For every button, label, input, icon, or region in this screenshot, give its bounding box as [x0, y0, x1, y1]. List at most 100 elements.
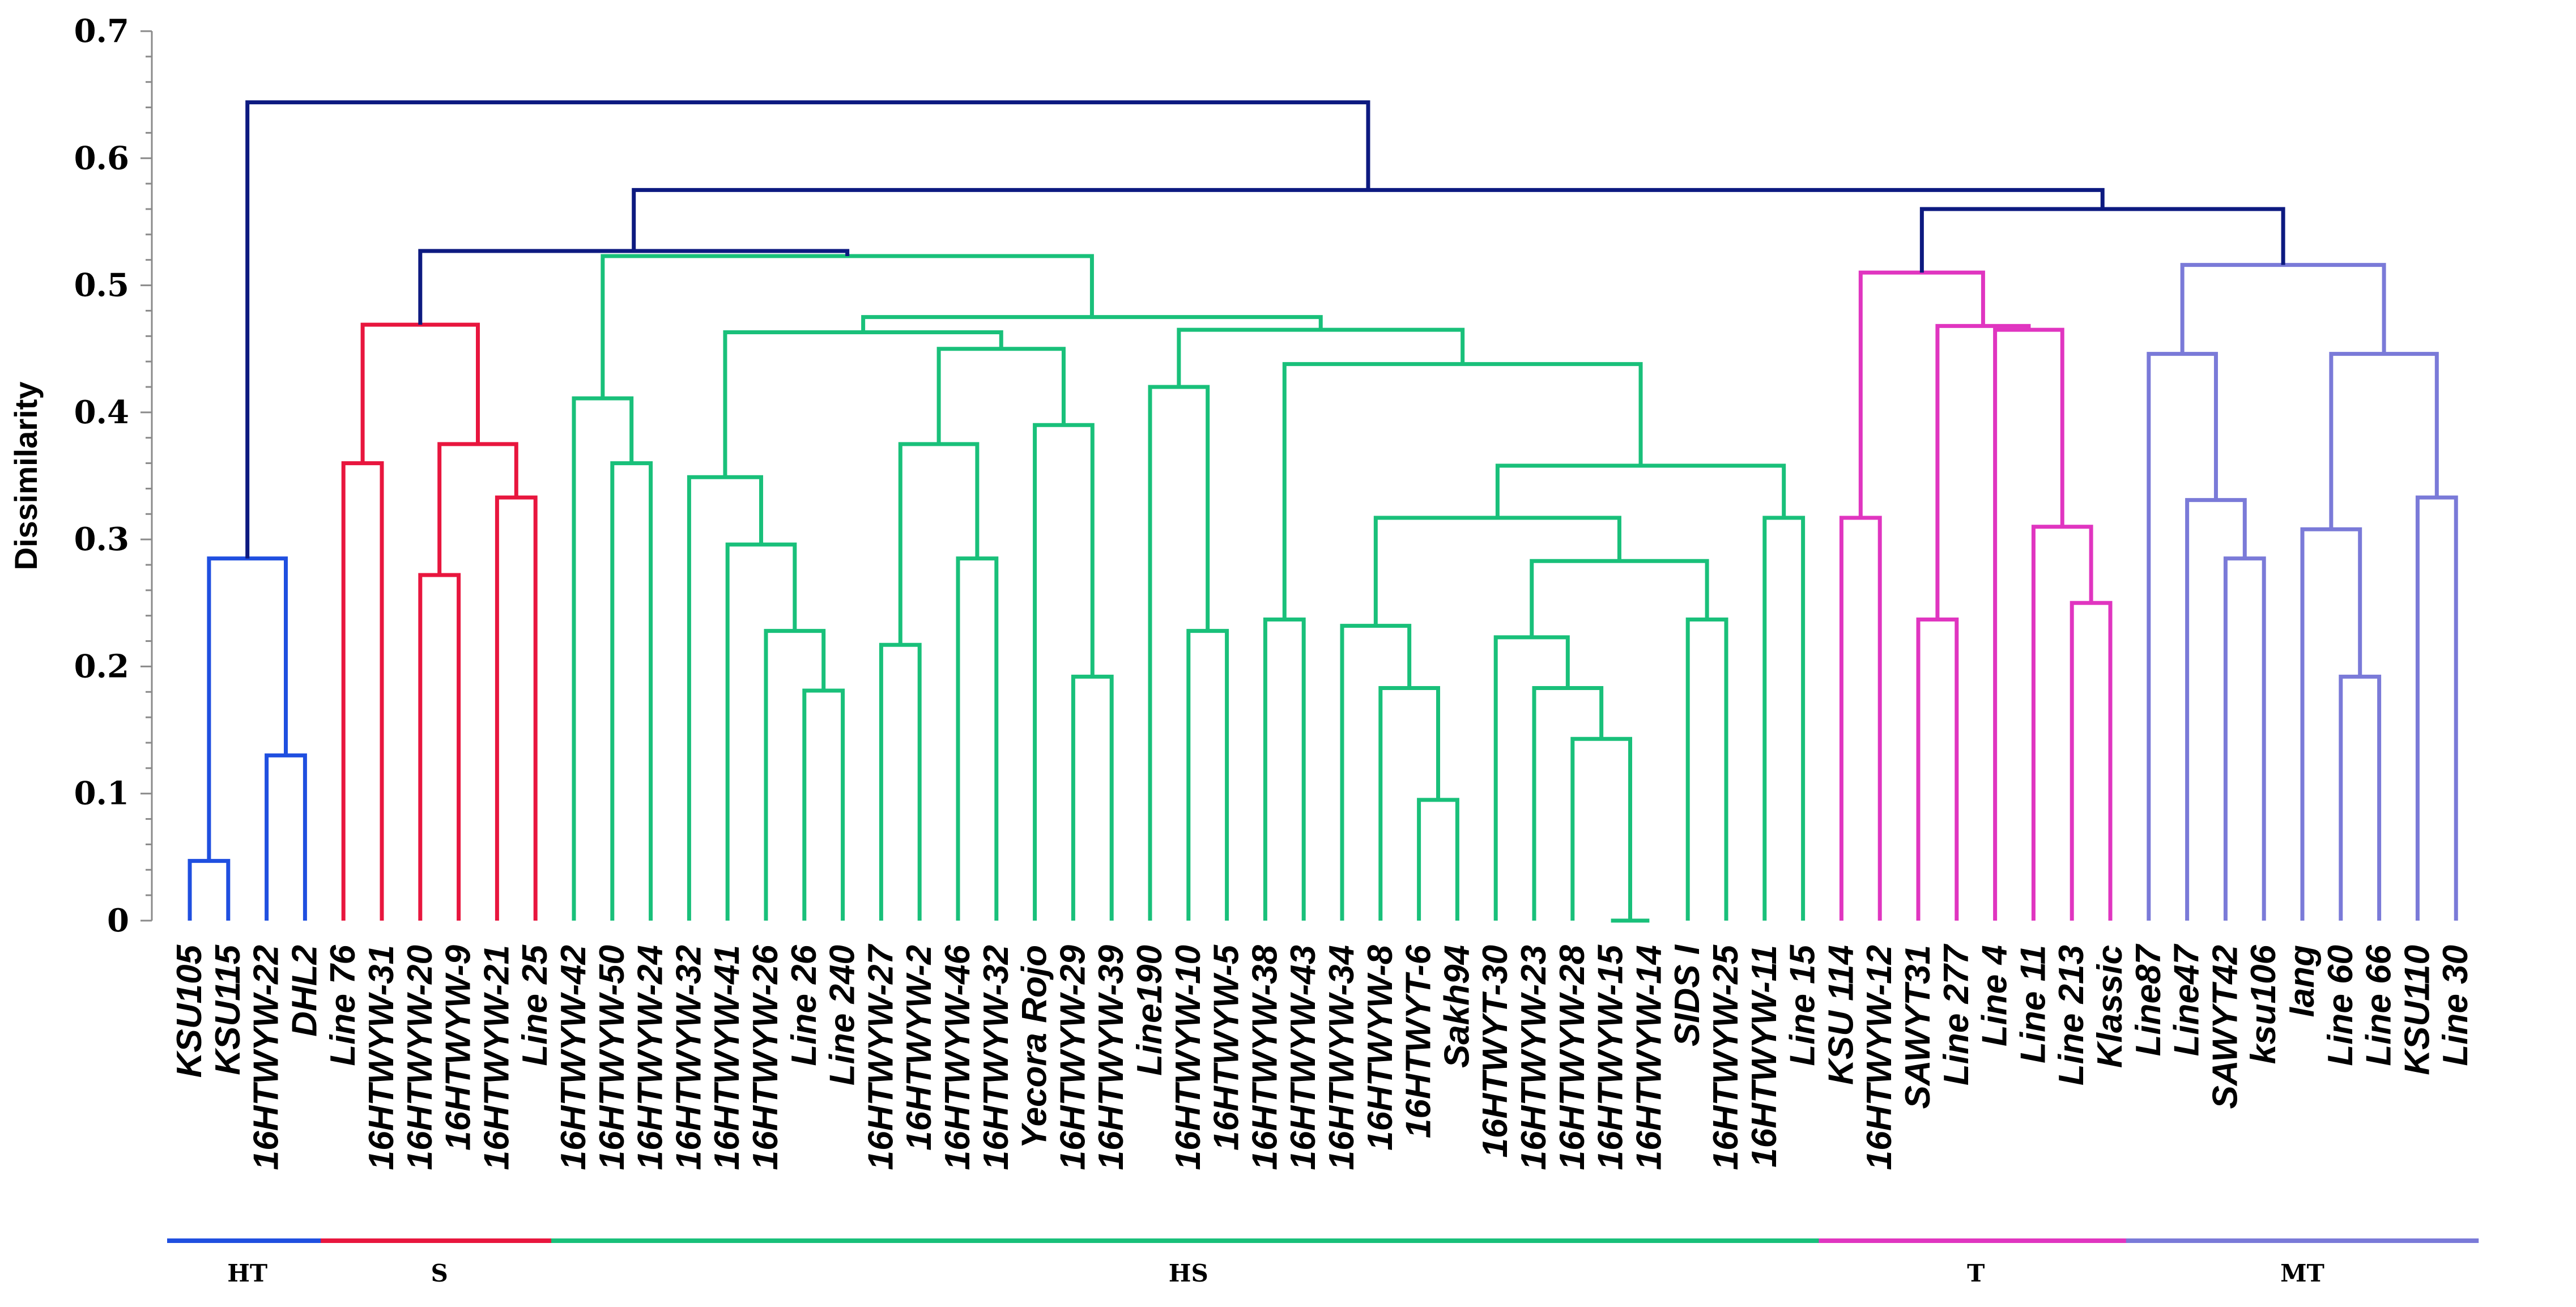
- y-tick-label: 0.4: [74, 394, 129, 431]
- leaf-label: 16HTWYW-10: [1169, 945, 1208, 1170]
- dendrogram-link: [1071, 674, 1114, 921]
- leaf-label: 16HTWYW-46: [938, 944, 977, 1170]
- leaf-label: KSU 114: [1821, 945, 1860, 1085]
- dendrogram-link: [956, 556, 999, 921]
- leaf-label: Line 30: [2436, 945, 2475, 1066]
- group-label: S: [431, 1259, 448, 1287]
- leaf-label: SIDS I: [1668, 944, 1707, 1046]
- leaf-label: 16HTWYW-8: [1361, 944, 1400, 1150]
- group-label: MT: [2280, 1259, 2324, 1287]
- leaf-label: DHL2: [285, 945, 324, 1037]
- dendrogram-link: [2180, 263, 2386, 354]
- dendrogram-link: [632, 188, 2105, 252]
- dendrogram-link: [898, 442, 980, 645]
- dendrogram-link: [1935, 323, 2031, 620]
- leaf-label: 16HTWYW-14: [1629, 945, 1668, 1170]
- leaf-label: Line 4: [1975, 945, 2015, 1046]
- leaf-label: 16HTWYW-22: [247, 945, 286, 1170]
- dendrogram-link: [879, 642, 922, 921]
- dendrogram-link: [1570, 736, 1632, 921]
- dendrogram-link: [572, 396, 634, 921]
- dendrogram-link: [2031, 525, 2093, 921]
- dendrogram-link: [2300, 527, 2362, 921]
- leaf-label: 16HTWYW-38: [1245, 944, 1284, 1170]
- leaf-label: 16HTWYW-42: [554, 945, 593, 1170]
- dendrogram-link: [207, 556, 288, 861]
- y-axis-title: Dissimilarity: [8, 381, 44, 570]
- leaf-label: 16HTWYT-6: [1399, 944, 1438, 1138]
- dendrogram-links: [188, 100, 2458, 923]
- y-tick-label: 0.5: [74, 267, 129, 304]
- leaf-label: KSU115: [208, 944, 248, 1075]
- leaf-label: Line 66: [2360, 944, 2399, 1066]
- leaf-label: Line190: [1130, 945, 1169, 1076]
- dendrogram-link: [1839, 516, 1882, 921]
- dendrogram-link: [610, 461, 653, 921]
- dendrogram-link: [764, 629, 826, 921]
- leaf-label: 16HTWYW-28: [1553, 944, 1592, 1170]
- y-tick-label: 0.6: [74, 139, 129, 177]
- leaf-label: 16HTWYW-43: [1284, 945, 1323, 1170]
- dendrogram-link: [723, 330, 1003, 478]
- dendrogram-link: [1417, 798, 1459, 921]
- dendrogram-link: [1148, 385, 1210, 921]
- y-tick-label: 0.3: [74, 521, 129, 558]
- dendrogram-link: [1530, 559, 1709, 637]
- dendrogram-link: [687, 475, 764, 921]
- leaf-label: 16HTWYW-21: [477, 945, 516, 1170]
- dendrogram-link: [802, 688, 845, 921]
- leaf-label: Sakh94: [1437, 945, 1476, 1068]
- dendrogram-link: [1685, 617, 1728, 921]
- leaf-label: Line 26: [785, 944, 824, 1066]
- dendrogram-link: [601, 254, 1094, 399]
- y-axis: 0 0.1 0.2 0.3 0.4 0.5 0.6 0.7: [74, 12, 153, 939]
- dendrogram-link: [1532, 686, 1604, 921]
- dendrogram-link: [265, 753, 307, 921]
- dendrogram-link: [418, 573, 461, 921]
- leaf-label: 16HTWYW-2: [900, 945, 939, 1151]
- leaf-label: Klassic: [2090, 945, 2130, 1068]
- leaf-label: KSU110: [2398, 945, 2437, 1075]
- leaf-label: Iang: [2283, 945, 2322, 1017]
- leaf-label: 16HTWYW-29: [1053, 944, 1092, 1170]
- dendrogram-link: [2147, 352, 2218, 921]
- dendrogram-link: [725, 542, 797, 921]
- leaf-label: 16HTWYW-5: [1207, 944, 1246, 1150]
- dendrogram-link: [1493, 635, 1570, 921]
- leaf-label: 16HTWYW-11: [1745, 945, 1784, 1168]
- group-label: HT: [227, 1259, 267, 1287]
- leaf-label: 16HTWYW-20: [401, 945, 440, 1170]
- leaf-label: 16HTWYW-25: [1706, 944, 1745, 1170]
- dendrogram-link: [1177, 327, 1465, 387]
- dendrogram-link: [2070, 601, 2113, 921]
- dendrogram-link: [1858, 270, 1985, 518]
- leaf-label: 16HTWYW-31: [362, 945, 401, 1170]
- dendrogram-link: [1993, 327, 2064, 921]
- leaf-label: 16HTWYW-50: [593, 945, 632, 1170]
- leaf-label: Line 277: [1937, 943, 1976, 1085]
- dendrogram-link: [245, 100, 1370, 559]
- leaf-label: SAWYT31: [1898, 945, 1938, 1109]
- leaf-label: 16HTWYW-12: [1860, 945, 1899, 1170]
- leaf-label: 16HTWYW-32: [669, 945, 708, 1170]
- leaf-label: 16HTWYW-32: [977, 945, 1016, 1170]
- dendrogram-link: [341, 461, 384, 921]
- leaf-label: 16HTWYT-30: [1476, 945, 1515, 1158]
- leaf-label: 16HTWYW-34: [1322, 945, 1361, 1170]
- leaf-label: Line87: [2129, 943, 2168, 1056]
- dendrogram-link: [1340, 624, 1412, 921]
- dendrogram-link: [1762, 516, 1806, 921]
- leaf-label: 16HTWYW-23: [1514, 945, 1553, 1170]
- dendrogram-link: [418, 249, 850, 325]
- leaf-label: 16HTWYW-41: [708, 945, 747, 1170]
- y-tick-label: 0.1: [74, 775, 129, 812]
- dendrogram-link: [1916, 617, 1959, 921]
- dendrogram-link: [2185, 498, 2247, 921]
- leaf-label: Line47: [2168, 943, 2207, 1056]
- y-tick-label: 0: [107, 902, 129, 939]
- dendrogram-link: [1378, 686, 1440, 921]
- group-label: T: [1967, 1259, 1985, 1287]
- dendrogram-link: [188, 859, 231, 921]
